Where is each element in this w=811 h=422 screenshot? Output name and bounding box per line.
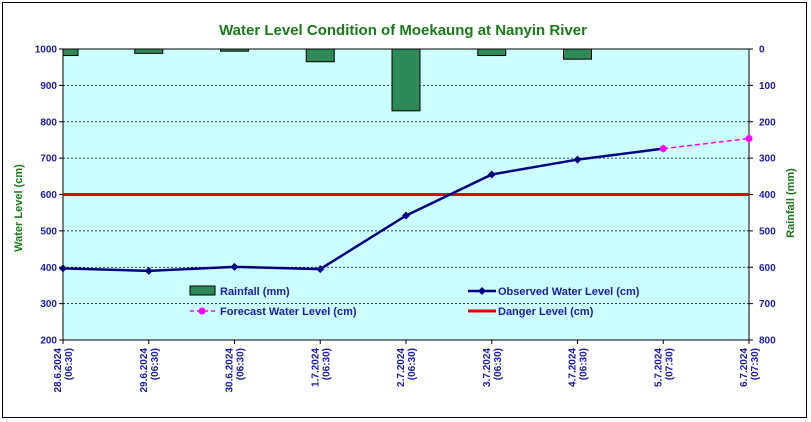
legend-rainfall-swatch <box>189 285 216 296</box>
x-tick-label: 5.7.2024(07:30) <box>653 348 675 387</box>
y-tick-label: 600 <box>40 190 57 201</box>
observed-point <box>573 155 582 164</box>
forecast-point <box>659 145 667 153</box>
x-tick-label: 1.7.2024(06:30) <box>310 348 332 387</box>
legend-observed-label: Observed Water Level (cm) <box>498 286 640 298</box>
y2-axis-title: Rainfall (mm) <box>785 168 797 238</box>
legend-observed-marker <box>478 287 486 295</box>
rainfall-bar <box>220 48 249 52</box>
y-tick-label: 800 <box>40 117 57 128</box>
y2-tick-label: 0 <box>759 45 765 56</box>
legend-danger-label: Danger Level (cm) <box>498 306 594 318</box>
y2-tick-label: 700 <box>759 299 776 310</box>
y2-tick-label: 400 <box>759 190 776 201</box>
rainfall-bar <box>391 48 421 112</box>
y-axis-title: Water Level (cm) <box>13 164 25 252</box>
y-tick-label: 1000 <box>35 45 58 56</box>
rainfall-bar <box>563 48 592 60</box>
y2-tick-label: 300 <box>759 154 776 165</box>
observed-point <box>144 266 153 275</box>
observed-point <box>59 264 67 273</box>
y-tick-label: 700 <box>40 154 57 165</box>
legend-rainfall-label: Rainfall (mm) <box>220 286 290 298</box>
observed-point <box>316 265 325 274</box>
y2-tick-label: 500 <box>759 226 776 237</box>
legend-forecast-label: Forecast Water Level (cm) <box>220 306 357 318</box>
x-tick-label: 3.7.2024(06:30) <box>482 348 504 387</box>
legend-forecast-marker <box>198 307 206 315</box>
x-tick-label: 6.7.2024(07:30) <box>739 348 761 387</box>
rainfall-bar <box>305 48 335 63</box>
forecast-water-level-line <box>663 137 750 150</box>
observed-water-level-line <box>62 147 664 273</box>
water-level-chart: Water Level Condition of Moekaung at Nan… <box>13 22 797 393</box>
x-tick-label: 29.6.2024(06:30) <box>139 348 161 393</box>
chart-frame: Water Level Condition of Moekaung at Nan… <box>2 2 807 418</box>
y-tick-label: 400 <box>40 263 57 274</box>
y-tick-label: 500 <box>40 226 57 237</box>
y2-tick-label: 200 <box>759 117 776 128</box>
x-tick-label: 30.6.2024(06:30) <box>225 348 247 393</box>
observed-point <box>402 211 410 220</box>
rainfall-bar <box>134 48 164 54</box>
x-tick-label: 2.7.2024(06:30) <box>396 348 418 387</box>
forecast-point <box>745 134 753 142</box>
y2-tick-label: 600 <box>759 263 776 274</box>
y-tick-label: 200 <box>40 336 57 347</box>
observed-point <box>487 170 496 179</box>
x-tick-label: 4.7.2024(06:30) <box>568 348 590 387</box>
rainfall-bar <box>62 48 79 57</box>
chart-title: Water Level Condition of Moekaung at Nan… <box>219 22 587 39</box>
y2-tick-label: 800 <box>759 336 776 347</box>
x-tick-label: 28.6.2024(06:30) <box>53 348 75 393</box>
rainfall-bar <box>477 48 507 57</box>
y2-tick-label: 100 <box>759 81 776 92</box>
y-tick-label: 300 <box>40 299 57 310</box>
y-tick-label: 900 <box>40 81 57 92</box>
observed-point <box>230 262 239 271</box>
